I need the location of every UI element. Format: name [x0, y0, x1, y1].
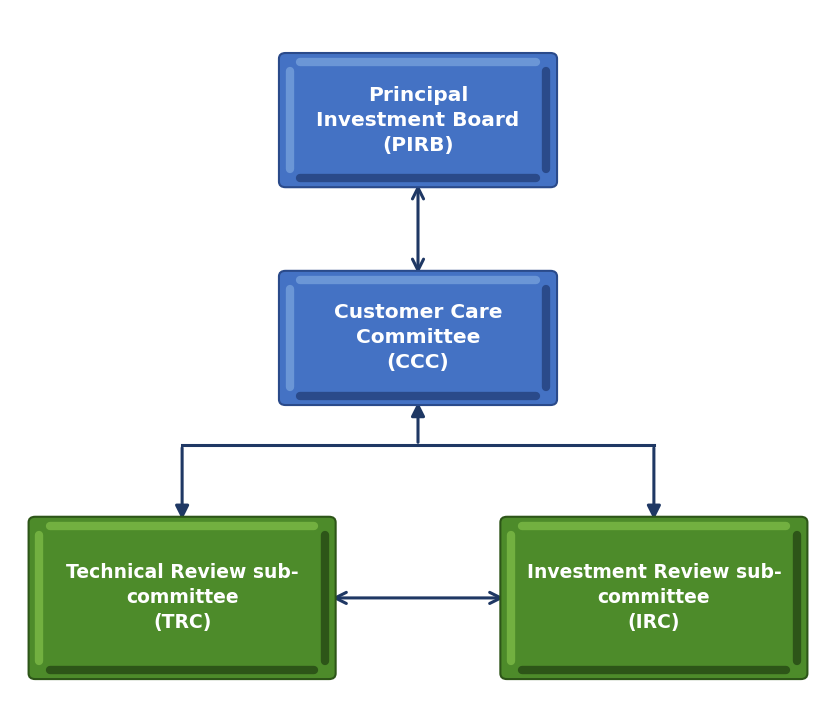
Text: Investment Review sub-
committee
(IRC): Investment Review sub- committee (IRC): [527, 563, 782, 632]
Text: Customer Care
Committee
(CCC): Customer Care Committee (CCC): [334, 304, 502, 373]
FancyBboxPatch shape: [279, 53, 557, 187]
Text: Technical Review sub-
committee
(TRC): Technical Review sub- committee (TRC): [66, 563, 298, 632]
Text: Principal
Investment Board
(PIRB): Principal Investment Board (PIRB): [316, 85, 520, 154]
FancyBboxPatch shape: [28, 517, 335, 679]
FancyBboxPatch shape: [501, 517, 808, 679]
FancyBboxPatch shape: [279, 271, 557, 405]
